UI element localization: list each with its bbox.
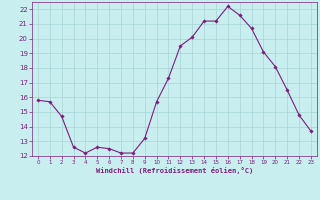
X-axis label: Windchill (Refroidissement éolien,°C): Windchill (Refroidissement éolien,°C) xyxy=(96,167,253,174)
